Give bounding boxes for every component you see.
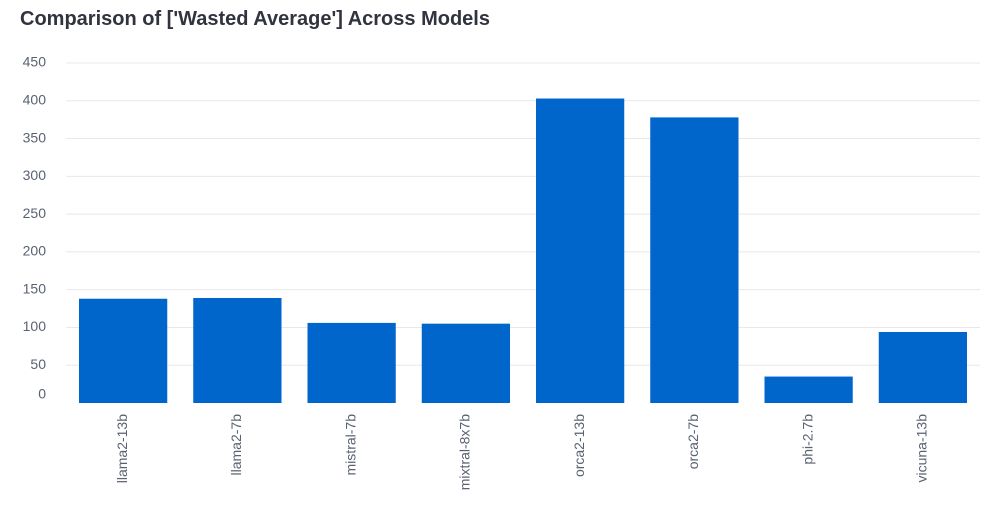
y-tick-label: 100 [23, 318, 47, 334]
bar-mistral-7b [307, 322, 396, 403]
bar-orca2-7b [650, 117, 739, 404]
grid-layer [66, 62, 980, 366]
y-tick-label: 450 [23, 54, 47, 70]
bar-vicuna-13b [878, 331, 967, 403]
bar-orca2-13b [536, 98, 625, 403]
x-tick-label: phi-2.7b [799, 414, 815, 465]
y-tick-label: 0 [38, 386, 46, 402]
x-tick-label: llama2-7b [228, 414, 244, 476]
y-tick-label: 150 [23, 280, 47, 296]
y-tick-label: 350 [23, 129, 47, 145]
x-tick-label: mistral-7b [342, 414, 358, 476]
x-tick-label: mixtral-8x7b [457, 414, 473, 490]
bar-llama2-7b [193, 297, 282, 403]
y-tick-label: 400 [23, 91, 47, 107]
chart-title: Comparison of ['Wasted Average'] Across … [20, 8, 490, 30]
bar-mixtral-8x7b [421, 323, 510, 403]
x-tick-label: orca2-13b [571, 414, 587, 477]
y-tick-labels: 0 50 100 150 200 250 300 350 400 450 [23, 54, 47, 402]
y-tick-label: 50 [30, 356, 46, 372]
x-tick-labels: llama2-13b llama2-7b mistral-7b mixtral-8x7… [114, 414, 930, 490]
y-tick-label: 250 [23, 205, 47, 221]
bar-phi-2.7b [764, 376, 853, 403]
bar-layer [79, 98, 967, 404]
x-tick-label: llama2-13b [114, 414, 130, 483]
y-tick-label: 300 [23, 167, 47, 183]
x-tick-label: vicuna-13b [914, 414, 930, 483]
bar-llama2-13b [79, 298, 168, 403]
x-tick-label: orca2-7b [685, 414, 701, 469]
y-tick-label: 200 [23, 243, 47, 259]
